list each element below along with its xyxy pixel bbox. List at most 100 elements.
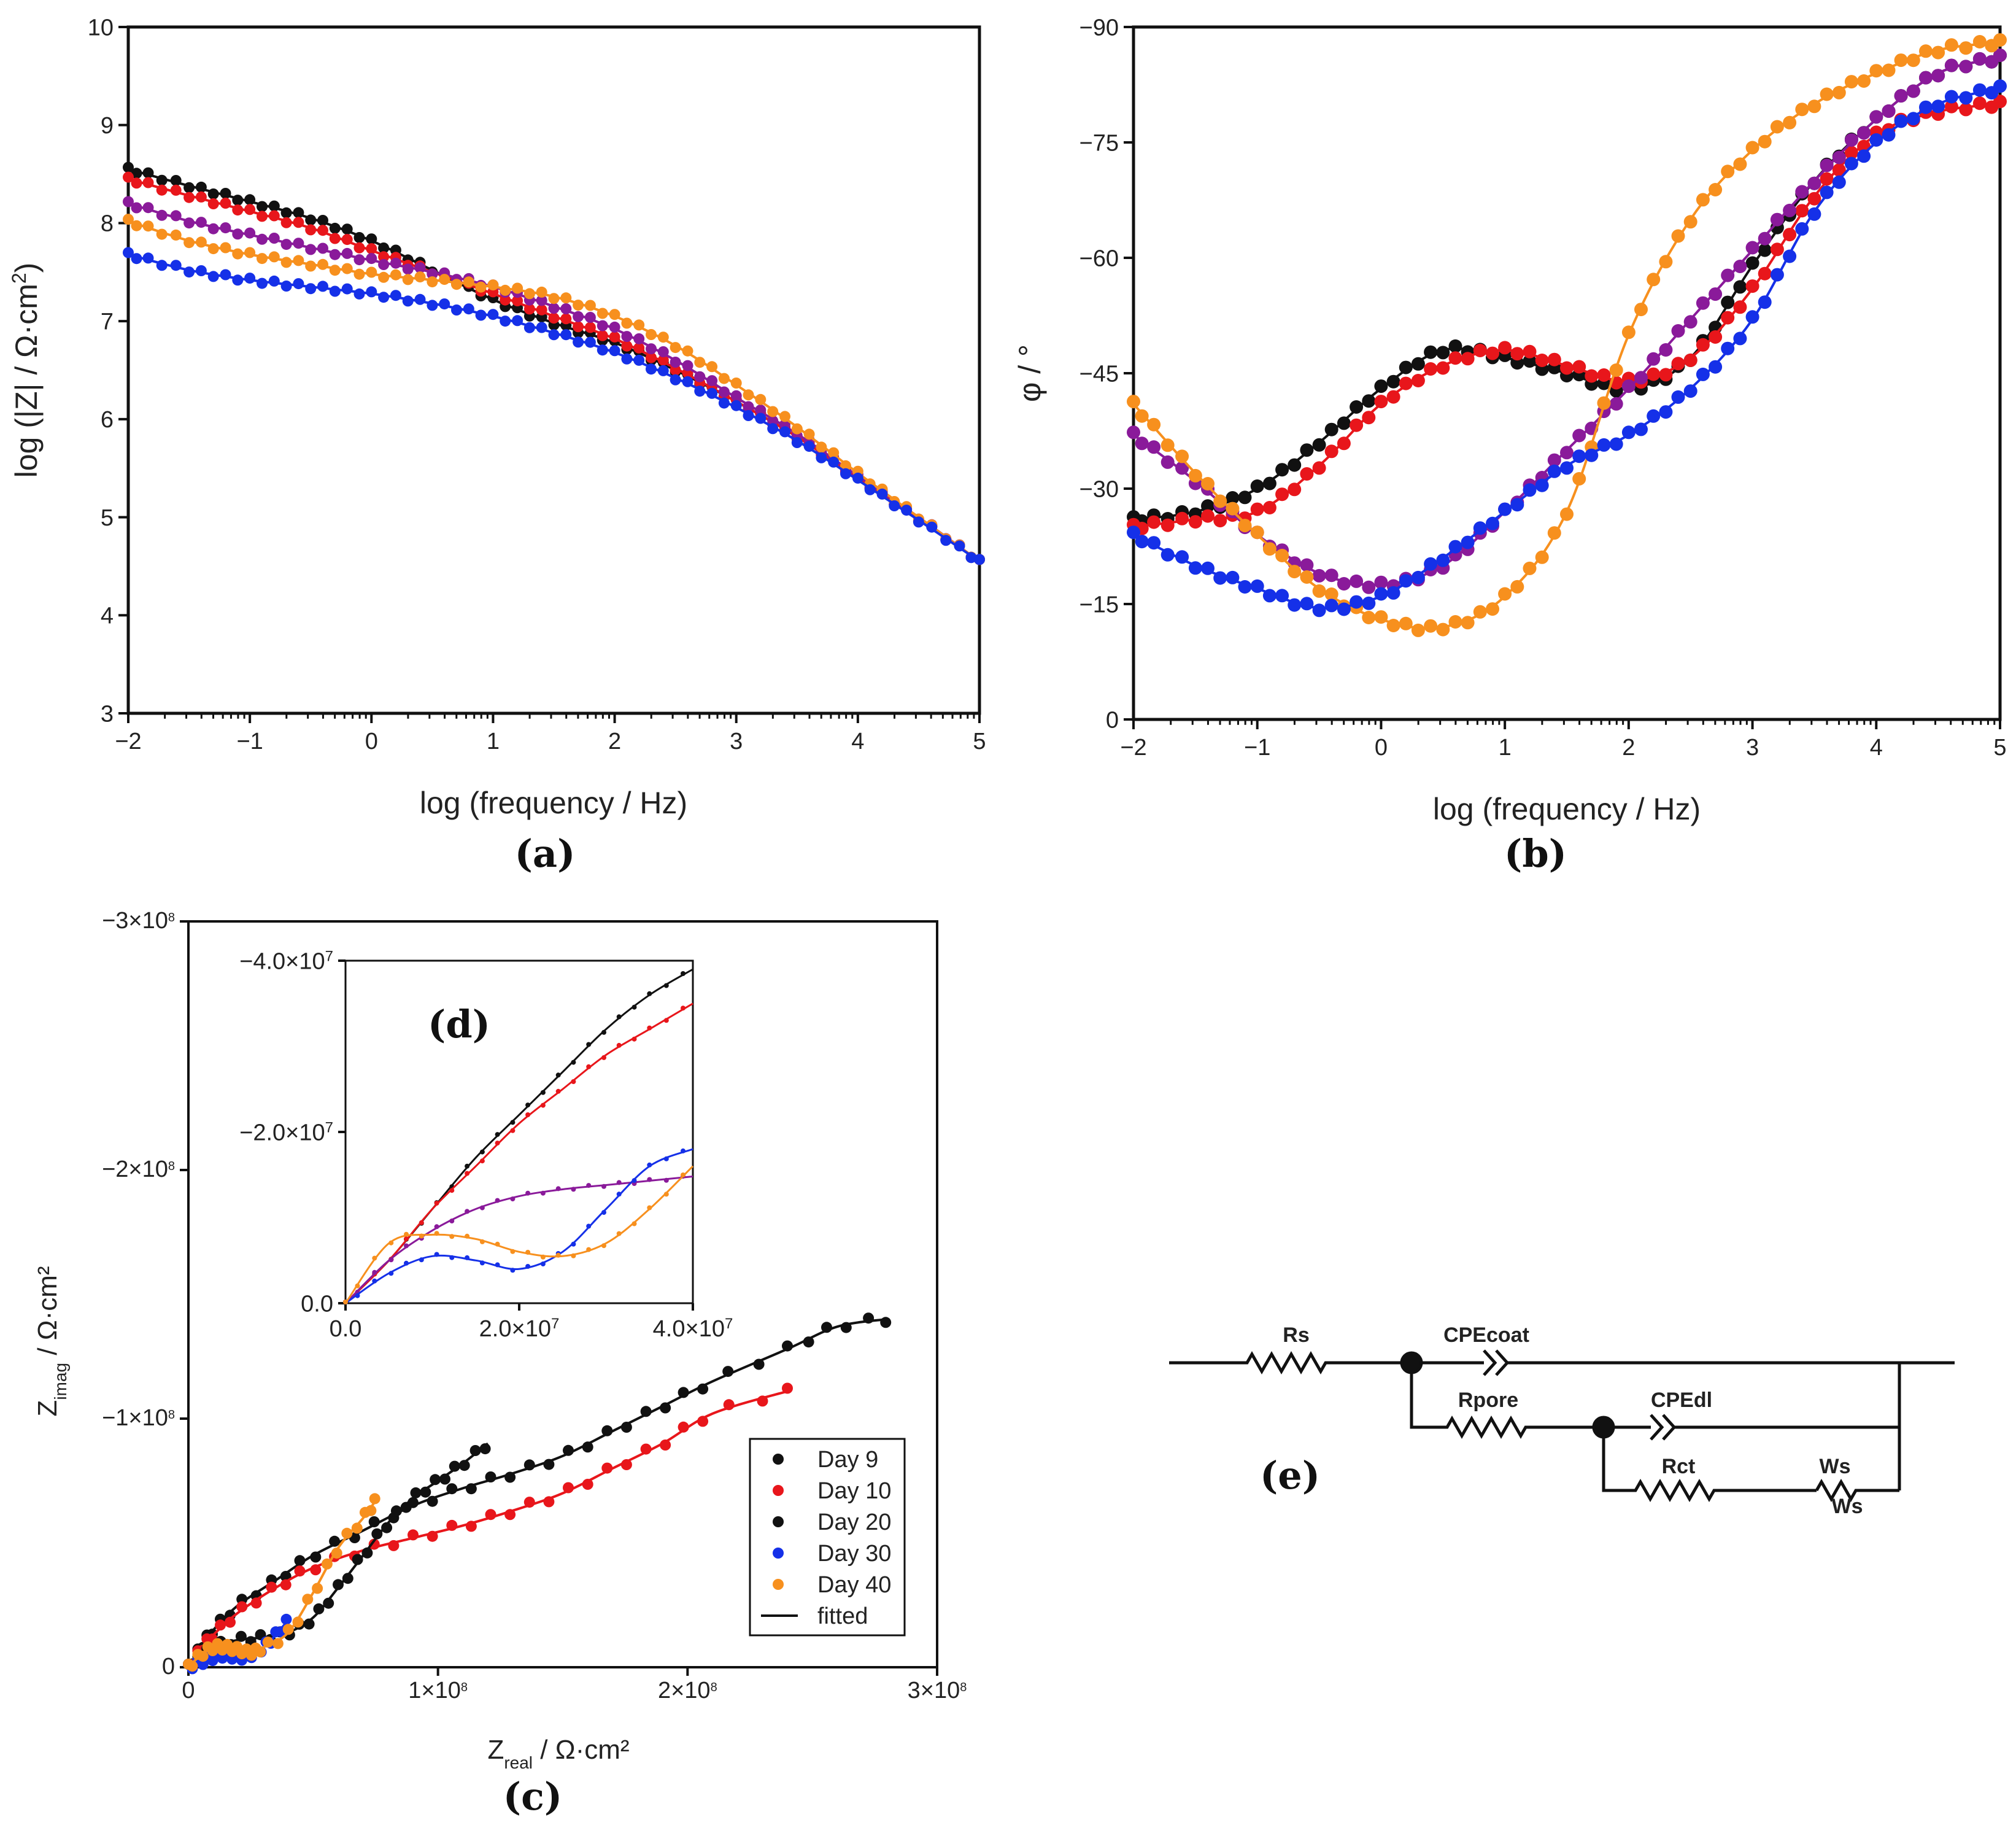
data-point xyxy=(479,1239,485,1244)
data-point xyxy=(540,1254,546,1260)
data-point xyxy=(402,263,414,275)
data-point xyxy=(1671,229,1685,243)
data-point xyxy=(1226,570,1240,584)
data-point xyxy=(434,1252,439,1257)
data-point xyxy=(597,320,608,331)
data-point xyxy=(469,1445,481,1456)
data-point xyxy=(1386,586,1400,600)
y-tick-label: 9 xyxy=(101,113,114,139)
y-tick-label: 3 xyxy=(101,701,114,727)
data-point xyxy=(791,423,803,435)
data-point xyxy=(341,1527,353,1539)
data-point xyxy=(131,168,142,179)
data-point xyxy=(609,331,620,343)
data-point xyxy=(1135,535,1149,549)
data-point xyxy=(434,1224,439,1230)
data-point xyxy=(293,255,304,266)
data-point xyxy=(1671,324,1685,338)
data-point xyxy=(681,1172,686,1177)
data-point xyxy=(510,1128,516,1133)
data-point xyxy=(1770,268,1784,282)
data-point xyxy=(1832,150,1846,165)
data-point xyxy=(621,353,633,365)
data-point xyxy=(1795,185,1809,199)
data-point xyxy=(207,188,219,200)
data-point xyxy=(1448,540,1462,554)
data-point xyxy=(1572,472,1586,486)
data-point xyxy=(329,222,341,234)
data-point xyxy=(512,315,523,327)
data-point xyxy=(1535,354,1549,367)
data-point xyxy=(1411,623,1425,637)
data-point xyxy=(183,217,195,229)
data-point xyxy=(419,1233,424,1239)
data-point xyxy=(414,262,426,274)
data-point xyxy=(563,1482,574,1494)
data-point xyxy=(523,1459,535,1471)
data-point xyxy=(660,1439,671,1451)
data-point xyxy=(1510,579,1524,594)
data-point xyxy=(1250,579,1264,593)
data-point xyxy=(1882,104,1896,118)
data-point xyxy=(706,375,718,387)
data-point xyxy=(244,273,256,284)
data-point xyxy=(1696,193,1710,207)
data-point xyxy=(1424,345,1438,359)
data-point xyxy=(646,329,657,340)
data-point xyxy=(366,266,377,278)
data-point xyxy=(1597,396,1611,410)
data-point xyxy=(294,1565,306,1577)
data-point xyxy=(1733,331,1747,346)
cpe-coat xyxy=(1412,1349,1955,1376)
data-point xyxy=(268,275,280,287)
data-point xyxy=(156,260,168,271)
data-point xyxy=(1275,589,1289,603)
data-point xyxy=(1609,437,1623,451)
data-point xyxy=(597,344,608,356)
data-point xyxy=(1745,279,1759,293)
data-point xyxy=(232,195,244,206)
data-point xyxy=(404,1243,409,1249)
y-tick-label: 8 xyxy=(101,211,114,237)
data-point xyxy=(123,247,134,258)
data-point xyxy=(1585,448,1599,462)
data-point xyxy=(390,269,401,281)
data-point xyxy=(331,1548,342,1559)
data-point xyxy=(257,233,268,245)
data-point xyxy=(1337,577,1351,591)
legend-marker xyxy=(773,1485,784,1496)
data-point xyxy=(485,1471,496,1482)
data-point xyxy=(663,1156,669,1161)
data-point xyxy=(718,373,730,384)
data-point xyxy=(1127,525,1140,540)
data-point xyxy=(1758,295,1772,309)
data-point xyxy=(584,312,596,323)
resistor-rpore xyxy=(1410,1363,1604,1439)
data-point xyxy=(1424,619,1438,633)
data-point xyxy=(682,376,693,387)
data-point xyxy=(621,331,633,343)
data-point xyxy=(1436,346,1450,360)
data-point xyxy=(310,1551,322,1563)
data-point xyxy=(465,1521,477,1532)
data-point xyxy=(312,1583,323,1594)
data-point xyxy=(220,222,231,234)
data-point xyxy=(1721,268,1735,282)
data-point xyxy=(1721,311,1735,325)
data-point xyxy=(351,1522,363,1534)
data-point xyxy=(1857,74,1871,88)
data-point xyxy=(1585,369,1599,383)
data-point xyxy=(282,1624,294,1635)
data-point xyxy=(1795,103,1809,117)
data-point xyxy=(303,1618,315,1630)
data-point xyxy=(353,232,365,243)
data-point xyxy=(1250,479,1264,493)
data-point xyxy=(633,333,645,344)
data-point xyxy=(353,242,365,254)
data-point xyxy=(1350,574,1364,588)
data-point xyxy=(215,1619,226,1631)
legend-marker xyxy=(773,1579,784,1590)
data-point xyxy=(1709,287,1723,301)
data-point xyxy=(803,1336,814,1348)
data-point xyxy=(621,340,633,352)
